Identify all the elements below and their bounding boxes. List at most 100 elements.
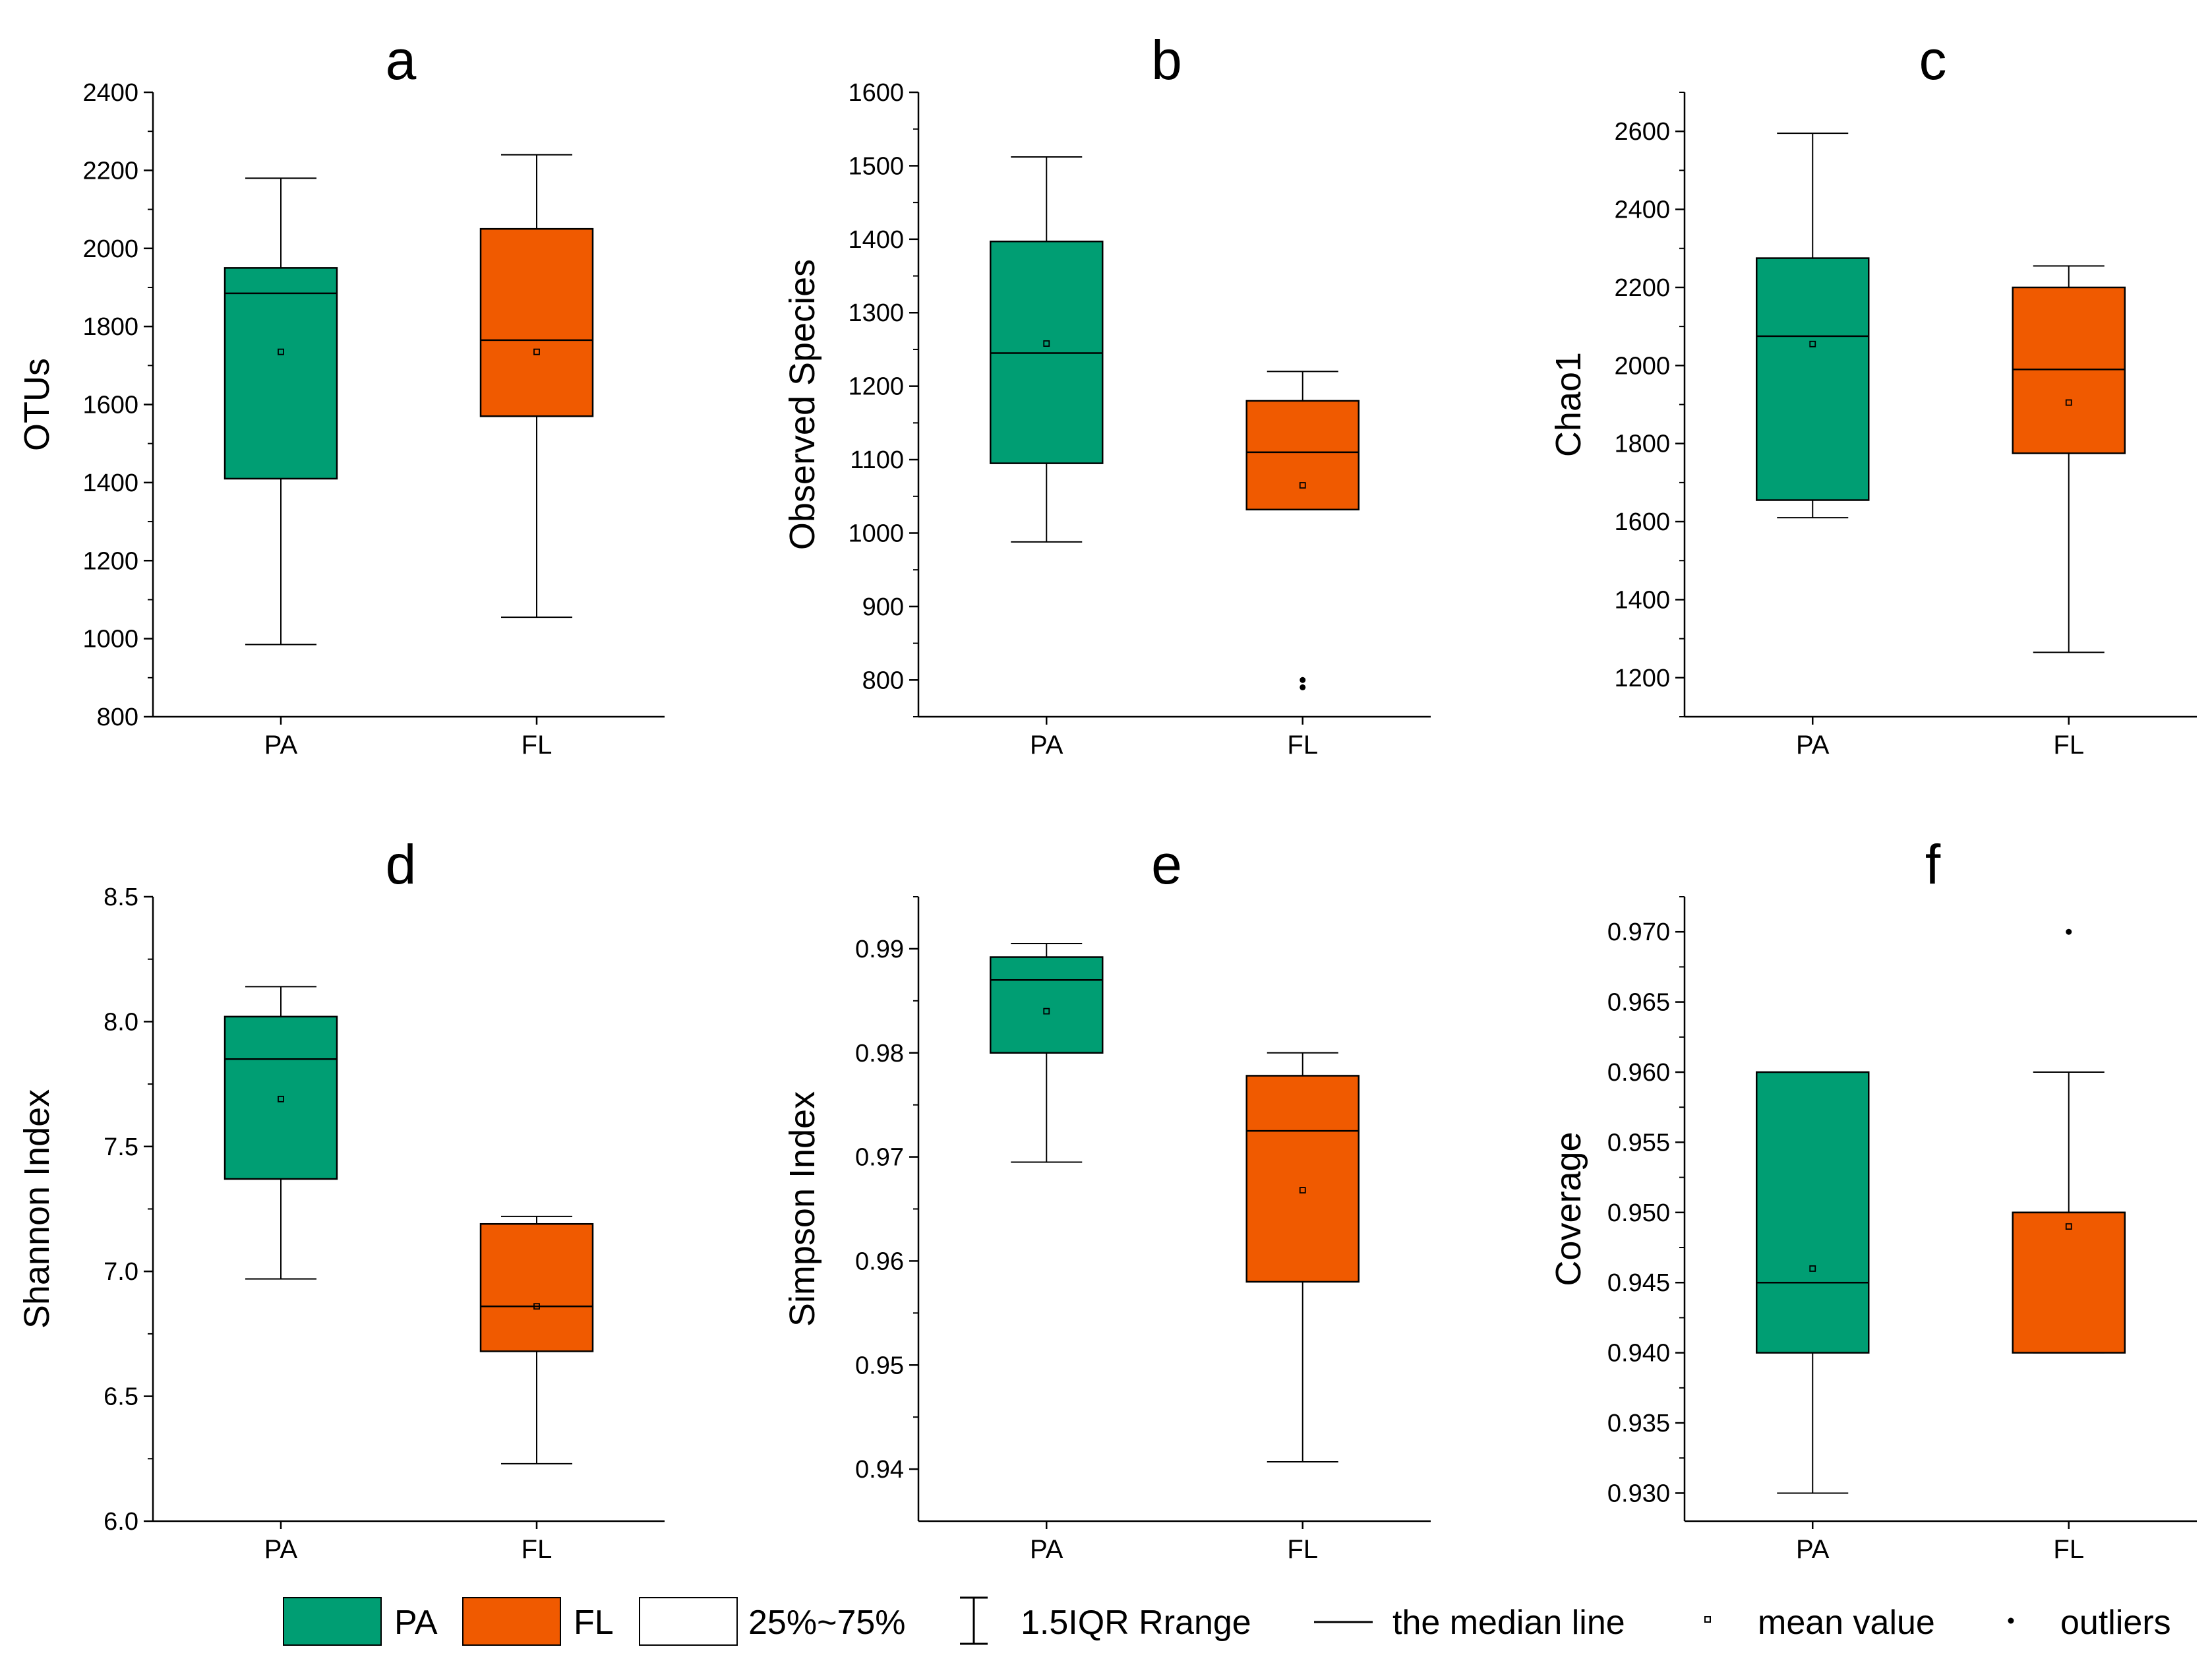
legend-item-outliers: outliers [2008, 1604, 2171, 1642]
y-tick-label: 2000 [82, 235, 138, 263]
iqr-box [224, 267, 338, 480]
box-fl [1245, 1052, 1360, 1463]
y-tick-label: 0.965 [1607, 989, 1670, 1017]
legend-label-whisker: 1.5IQR Rrange [1021, 1604, 1251, 1642]
y-tick-label: 1800 [82, 313, 138, 341]
mean-marker [533, 348, 540, 355]
legend-label-median: the median line [1392, 1604, 1625, 1642]
panel-letter: a [386, 29, 417, 91]
y-tick-label: 1200 [82, 547, 138, 575]
y-tick-label: 7.5 [104, 1133, 138, 1161]
iqr-box [479, 227, 594, 417]
legend-label-fl: FL [574, 1604, 614, 1642]
outlier-point [2066, 928, 2072, 935]
y-tick-label: 0.970 [1607, 918, 1670, 946]
legend-item-median: the median line [1314, 1604, 1625, 1642]
y-tick-label: 1600 [1614, 508, 1670, 536]
panel-a: 800 1000 1200 1400 1600 1800 2000 2200 2400 PA FL O… [17, 29, 665, 760]
iqr-box [2012, 286, 2126, 454]
iqr-box [224, 1015, 338, 1180]
y-axis-title: Shannon Index [17, 1089, 57, 1329]
y-tick-label: 1400 [848, 226, 904, 254]
legend-label-outliers: outliers [2060, 1604, 2171, 1642]
y-tick-label: 0.97 [855, 1144, 904, 1172]
legend-item-box: 25%~75% [639, 1597, 906, 1646]
y-tick-label: 1200 [848, 373, 904, 401]
x-tick-label: FL [2053, 1535, 2084, 1564]
outlier-point [1300, 677, 1306, 683]
iqr-box [479, 1222, 594, 1352]
panel-f: 0.930 0.935 0.940 0.945 0.950 0.955 0.960 0.965… [1549, 833, 2197, 1564]
x-tick-label: PA [1030, 731, 1063, 760]
mean-marker [1299, 1187, 1306, 1193]
y-tick-label: 7.0 [104, 1258, 138, 1286]
y-tick-label: 1600 [848, 79, 904, 107]
y-tick-label: 8.5 [104, 884, 138, 911]
legend-item-whisker: 1.5IQR Rrange [960, 1596, 1251, 1645]
y-tick-label: 0.945 [1607, 1269, 1670, 1297]
mean-marker [1043, 340, 1050, 347]
y-axis-title: Simpson Index [783, 1091, 822, 1327]
panel-letter: f [1925, 833, 1941, 895]
x-tick-label: FL [522, 731, 553, 760]
y-tick-label: 1400 [1614, 586, 1670, 614]
panel-letter: b [1151, 29, 1182, 91]
panel-letter: e [1151, 833, 1182, 895]
y-tick-label: 1000 [848, 520, 904, 547]
y-tick-label: 0.99 [855, 936, 904, 963]
box-fl [2012, 928, 2126, 1354]
legend-item-mean: mean value [1704, 1604, 1935, 1642]
y-tick-label: 1000 [82, 626, 138, 653]
legend-swatch-fl [462, 1597, 561, 1646]
iqr-box [1245, 400, 1360, 511]
y-tick-label: 6.5 [104, 1383, 138, 1411]
y-tick-label: 0.96 [855, 1248, 904, 1275]
y-tick-label: 8.0 [104, 1008, 138, 1036]
y-tick-label: 900 [862, 593, 904, 621]
y-tick-label: 0.930 [1607, 1480, 1670, 1507]
iqr-box [1245, 1075, 1360, 1283]
box-pa [990, 156, 1104, 543]
box-pa [224, 177, 338, 646]
panel-e: 0.94 0.95 0.96 0.97 0.98 0.99 PA FL Simpson Inde… [783, 833, 1431, 1564]
panel-d: 6.0 6.5 7.0 7.5 8.0 8.5 PA FL Shannon Index d [17, 833, 665, 1564]
mean-marker [1043, 1008, 1050, 1015]
box-fl [2012, 265, 2126, 653]
mean-marker [1809, 340, 1816, 347]
box-pa [224, 986, 338, 1280]
x-tick-label: FL [1287, 731, 1318, 760]
panel-c: 1200 1400 1600 1800 2000 2200 2400 2600 PA FL Chao… [1549, 29, 2197, 760]
iqr-box [1756, 257, 1870, 501]
y-tick-label: 2200 [82, 157, 138, 185]
y-axis-title: OTUs [17, 358, 57, 451]
y-tick-label: 0.95 [855, 1352, 904, 1379]
mean-marker [533, 1303, 540, 1310]
whisker-icon [960, 1596, 988, 1645]
iqr-box [2012, 1211, 2126, 1354]
box-fl [479, 154, 594, 618]
y-tick-label: 2000 [1614, 352, 1670, 380]
legend-item-pa: PA [283, 1597, 438, 1646]
x-tick-label: FL [1287, 1535, 1318, 1564]
y-tick-label: 1300 [848, 299, 904, 327]
mean-marker [1809, 1265, 1816, 1272]
box-pa [990, 943, 1104, 1163]
box-fl [479, 1215, 594, 1464]
iqr-box [1756, 1071, 1870, 1354]
legend-label-pa: PA [394, 1604, 438, 1642]
mean-marker [2065, 399, 2072, 406]
x-tick-label: FL [522, 1535, 553, 1564]
y-tick-label: 0.960 [1607, 1059, 1670, 1087]
y-tick-label: 2400 [82, 79, 138, 107]
y-tick-label: 1400 [82, 469, 138, 497]
y-tick-label: 0.98 [855, 1040, 904, 1068]
y-tick-label: 800 [862, 667, 904, 694]
iqr-box [990, 956, 1104, 1054]
y-tick-label: 0.955 [1607, 1129, 1670, 1157]
y-tick-label: 1800 [1614, 431, 1670, 458]
y-tick-label: 800 [97, 704, 138, 731]
y-tick-label: 0.94 [855, 1456, 904, 1484]
mean-marker [278, 348, 284, 355]
panel-letter: d [386, 833, 417, 895]
